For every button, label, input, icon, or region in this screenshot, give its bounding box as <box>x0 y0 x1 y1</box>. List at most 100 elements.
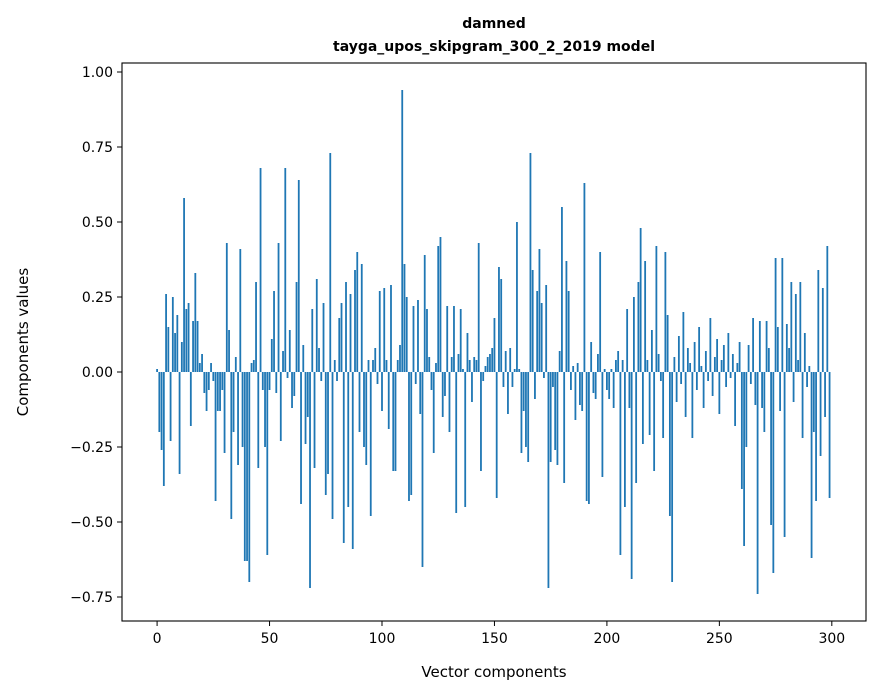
bar <box>801 372 804 438</box>
bar <box>606 372 608 390</box>
bar <box>623 372 626 507</box>
bar <box>608 372 611 399</box>
bar <box>356 252 359 372</box>
bar <box>664 252 667 372</box>
bar <box>302 345 305 372</box>
bar <box>270 339 273 372</box>
bar <box>531 270 534 372</box>
bar <box>655 246 658 372</box>
bars-group <box>156 90 831 594</box>
bar <box>691 372 694 438</box>
bar <box>776 327 779 372</box>
bar <box>387 372 390 429</box>
bar <box>590 342 593 372</box>
bar <box>473 357 476 372</box>
x-axis-label: Vector components <box>421 663 566 681</box>
bar <box>727 333 730 372</box>
bar <box>486 357 489 372</box>
bar <box>257 372 260 468</box>
bar <box>781 258 784 372</box>
bar <box>653 372 656 471</box>
bar <box>828 372 831 498</box>
x-tick-label: 250 <box>706 631 733 647</box>
bar <box>758 321 761 372</box>
bar <box>174 333 176 372</box>
bar <box>421 372 424 567</box>
chart-subtitle: tayga_upos_skipgram_300_2_2019 model <box>333 39 655 55</box>
bar <box>707 372 710 381</box>
x-tick-label: 200 <box>594 631 621 647</box>
bar <box>279 372 282 441</box>
bar <box>158 372 161 432</box>
bar <box>725 372 728 387</box>
bar <box>385 360 388 372</box>
bar <box>498 267 500 372</box>
bar <box>579 372 581 405</box>
bar <box>408 372 410 501</box>
bar <box>313 372 316 468</box>
bar <box>581 372 584 411</box>
bar <box>426 309 428 372</box>
bar <box>480 372 482 471</box>
y-tick-label: −0.50 <box>70 515 113 531</box>
bar <box>171 297 174 372</box>
bar <box>210 363 212 372</box>
bar <box>392 372 395 471</box>
bar <box>749 372 752 384</box>
y-tick-label: 0.50 <box>82 215 113 231</box>
bar <box>662 372 665 438</box>
bar <box>412 306 415 372</box>
bar <box>711 372 714 396</box>
bar <box>282 351 284 372</box>
bar <box>617 351 620 372</box>
bar <box>538 249 541 372</box>
bar <box>347 372 350 507</box>
bar <box>650 330 653 372</box>
bar <box>693 342 696 372</box>
bar <box>806 372 808 387</box>
bar <box>783 372 786 537</box>
bar <box>680 372 683 384</box>
bar <box>453 306 455 372</box>
bar <box>311 309 314 372</box>
bar <box>718 372 721 414</box>
bar <box>588 372 590 504</box>
bar <box>639 228 642 372</box>
bar <box>207 372 210 390</box>
bar <box>293 372 296 396</box>
bar <box>570 372 572 390</box>
bar <box>597 354 599 372</box>
bar <box>475 360 478 372</box>
bar <box>378 291 381 372</box>
bar <box>812 372 815 432</box>
bar <box>439 237 442 372</box>
x-tick-label: 300 <box>818 631 845 647</box>
bar <box>612 372 615 408</box>
bar <box>810 372 813 558</box>
bar <box>394 372 397 471</box>
bar <box>585 372 588 501</box>
bar <box>527 372 530 462</box>
bar <box>641 372 644 444</box>
bar <box>225 243 228 372</box>
bar <box>156 369 158 372</box>
bar <box>689 363 692 372</box>
bar <box>738 342 741 372</box>
bar <box>160 372 163 450</box>
bar <box>432 372 435 453</box>
bar <box>556 372 559 465</box>
bar <box>327 372 329 474</box>
bar <box>315 279 318 372</box>
bar <box>221 372 224 390</box>
bar <box>794 294 797 372</box>
bar <box>358 372 361 432</box>
bar <box>399 345 401 372</box>
bar <box>554 372 557 450</box>
bar <box>372 360 374 372</box>
bar <box>779 372 781 411</box>
bar <box>266 372 269 555</box>
bar <box>761 372 763 408</box>
bar <box>495 372 498 498</box>
bar <box>223 372 226 453</box>
bar <box>306 372 309 417</box>
